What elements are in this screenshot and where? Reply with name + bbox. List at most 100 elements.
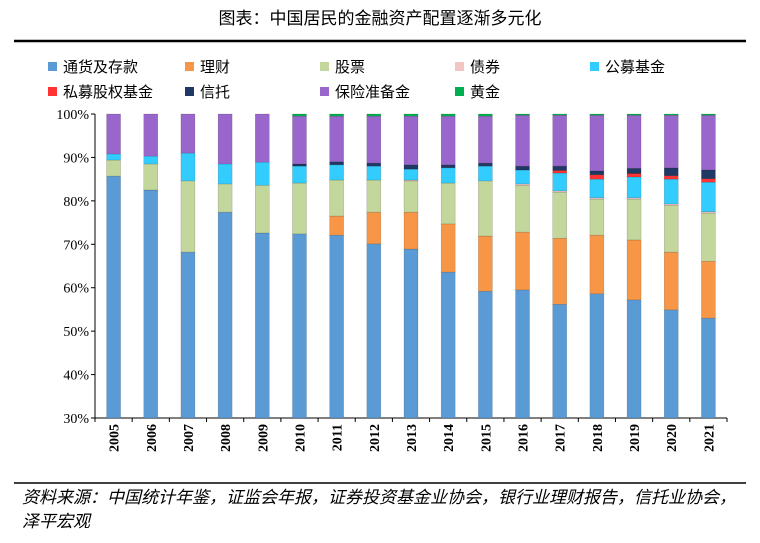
- bar-segment: [403, 168, 419, 181]
- bar-segment: [626, 173, 642, 178]
- y-tick-label: 90%: [63, 151, 89, 166]
- bar-segment: [366, 211, 382, 245]
- legend-label: 黄金: [470, 83, 500, 101]
- bar-segment: [366, 179, 382, 213]
- x-tick-label: 2015: [479, 424, 494, 452]
- bar-segment: [701, 212, 716, 262]
- bar-segment: [329, 179, 344, 217]
- y-tick-label: 100%: [56, 108, 89, 123]
- legend-swatch: [320, 62, 329, 71]
- bar-segment: [478, 113, 493, 117]
- bar-segment: [143, 189, 159, 419]
- legend-label: 通货及存款: [63, 58, 138, 76]
- bar-segment: [366, 165, 382, 181]
- bar-segment: [255, 232, 270, 419]
- bar-segment: [292, 163, 307, 167]
- bar-segment: [217, 183, 233, 213]
- bar-segment: [663, 115, 679, 169]
- legend-label: 公募基金: [605, 58, 665, 76]
- bar-segment: [180, 113, 196, 154]
- x-tick-label: 2006: [145, 424, 160, 452]
- bar-segment: [626, 115, 642, 169]
- legend-label: 信托: [200, 83, 230, 101]
- bar-segment: [292, 113, 307, 117]
- bar-segment: [626, 239, 642, 301]
- bar-segment: [701, 169, 716, 179]
- legend-swatch: [455, 62, 464, 71]
- bar-segment: [292, 182, 307, 235]
- bar-segment: [255, 161, 270, 186]
- bar-segment: [180, 180, 196, 253]
- bar-segment: [180, 152, 196, 182]
- legend-label: 理财: [200, 58, 230, 76]
- bar-segment: [329, 113, 344, 117]
- bar-segment: [329, 164, 344, 181]
- legend-swatch: [185, 87, 194, 96]
- bar-segment: [515, 113, 530, 116]
- bar-segment: [440, 271, 456, 419]
- bar-segment: [478, 235, 493, 292]
- bar-segment: [552, 170, 567, 174]
- bar-segment: [589, 113, 605, 116]
- legend-swatch: [48, 62, 57, 71]
- bar-segment: [478, 180, 493, 237]
- bar-segment: [217, 163, 233, 185]
- bar-segment: [663, 204, 679, 253]
- bar-segment: [143, 155, 159, 165]
- bar-segment: [552, 115, 567, 167]
- bar-segment: [143, 163, 159, 191]
- legend-swatch: [48, 87, 57, 96]
- x-tick-label: 2016: [517, 424, 532, 452]
- bar-segment: [626, 198, 642, 241]
- bar-segment: [589, 198, 605, 236]
- bar-segment: [440, 223, 456, 273]
- x-tick-label: 2017: [554, 424, 569, 452]
- bar-segment: [255, 113, 270, 163]
- bar-segment: [515, 289, 530, 419]
- y-tick-label: 30%: [63, 412, 89, 427]
- bar-segment: [329, 234, 344, 419]
- bar-segment: [515, 165, 530, 171]
- bar-segment: [626, 113, 642, 116]
- x-tick-label: 2013: [405, 424, 420, 452]
- x-tick-label: 2018: [591, 424, 606, 452]
- bar-segment: [143, 113, 159, 157]
- bar-segment: [403, 113, 419, 117]
- bar-segment: [552, 172, 567, 192]
- bar-segment: [589, 174, 605, 180]
- bar-segment: [106, 175, 121, 419]
- x-tick-label: 2012: [368, 424, 383, 452]
- bar-segment: [515, 169, 530, 185]
- bar-segment: [366, 115, 382, 164]
- x-tick-label: 2020: [665, 424, 680, 452]
- y-tick-label: 60%: [63, 282, 89, 297]
- x-tick-label: 2019: [628, 424, 643, 452]
- bar-segment: [366, 113, 382, 117]
- bar-segment: [478, 290, 493, 419]
- bar-segment: [329, 161, 344, 166]
- legend-swatch: [455, 87, 464, 96]
- bar-segment: [180, 251, 196, 419]
- bar-segment: [403, 164, 419, 170]
- bar-segment: [589, 293, 605, 419]
- bar-segment: [440, 167, 456, 184]
- x-tick-label: 2010: [293, 424, 308, 452]
- bar-segment: [663, 167, 679, 176]
- bar-segment: [701, 113, 716, 116]
- bar-segment: [552, 190, 567, 193]
- bar-segment: [478, 115, 493, 164]
- bar-segment: [515, 184, 530, 233]
- source-note: 资料来源：中国统计年鉴，证监会年报，证券投资基金业协会，银行业理财报告，信托业协…: [22, 488, 736, 532]
- legend-swatch: [590, 62, 599, 71]
- bar-segment: [515, 115, 530, 167]
- legend-label: 股票: [335, 58, 365, 76]
- bar-segment: [552, 237, 567, 305]
- bar-segment: [292, 115, 307, 165]
- bar-segment: [701, 317, 716, 419]
- bar-segment: [106, 113, 121, 155]
- bar-segment: [663, 178, 679, 205]
- bar-segment: [403, 211, 419, 250]
- x-tick-label: 2005: [108, 424, 123, 452]
- bar-segment: [626, 168, 642, 174]
